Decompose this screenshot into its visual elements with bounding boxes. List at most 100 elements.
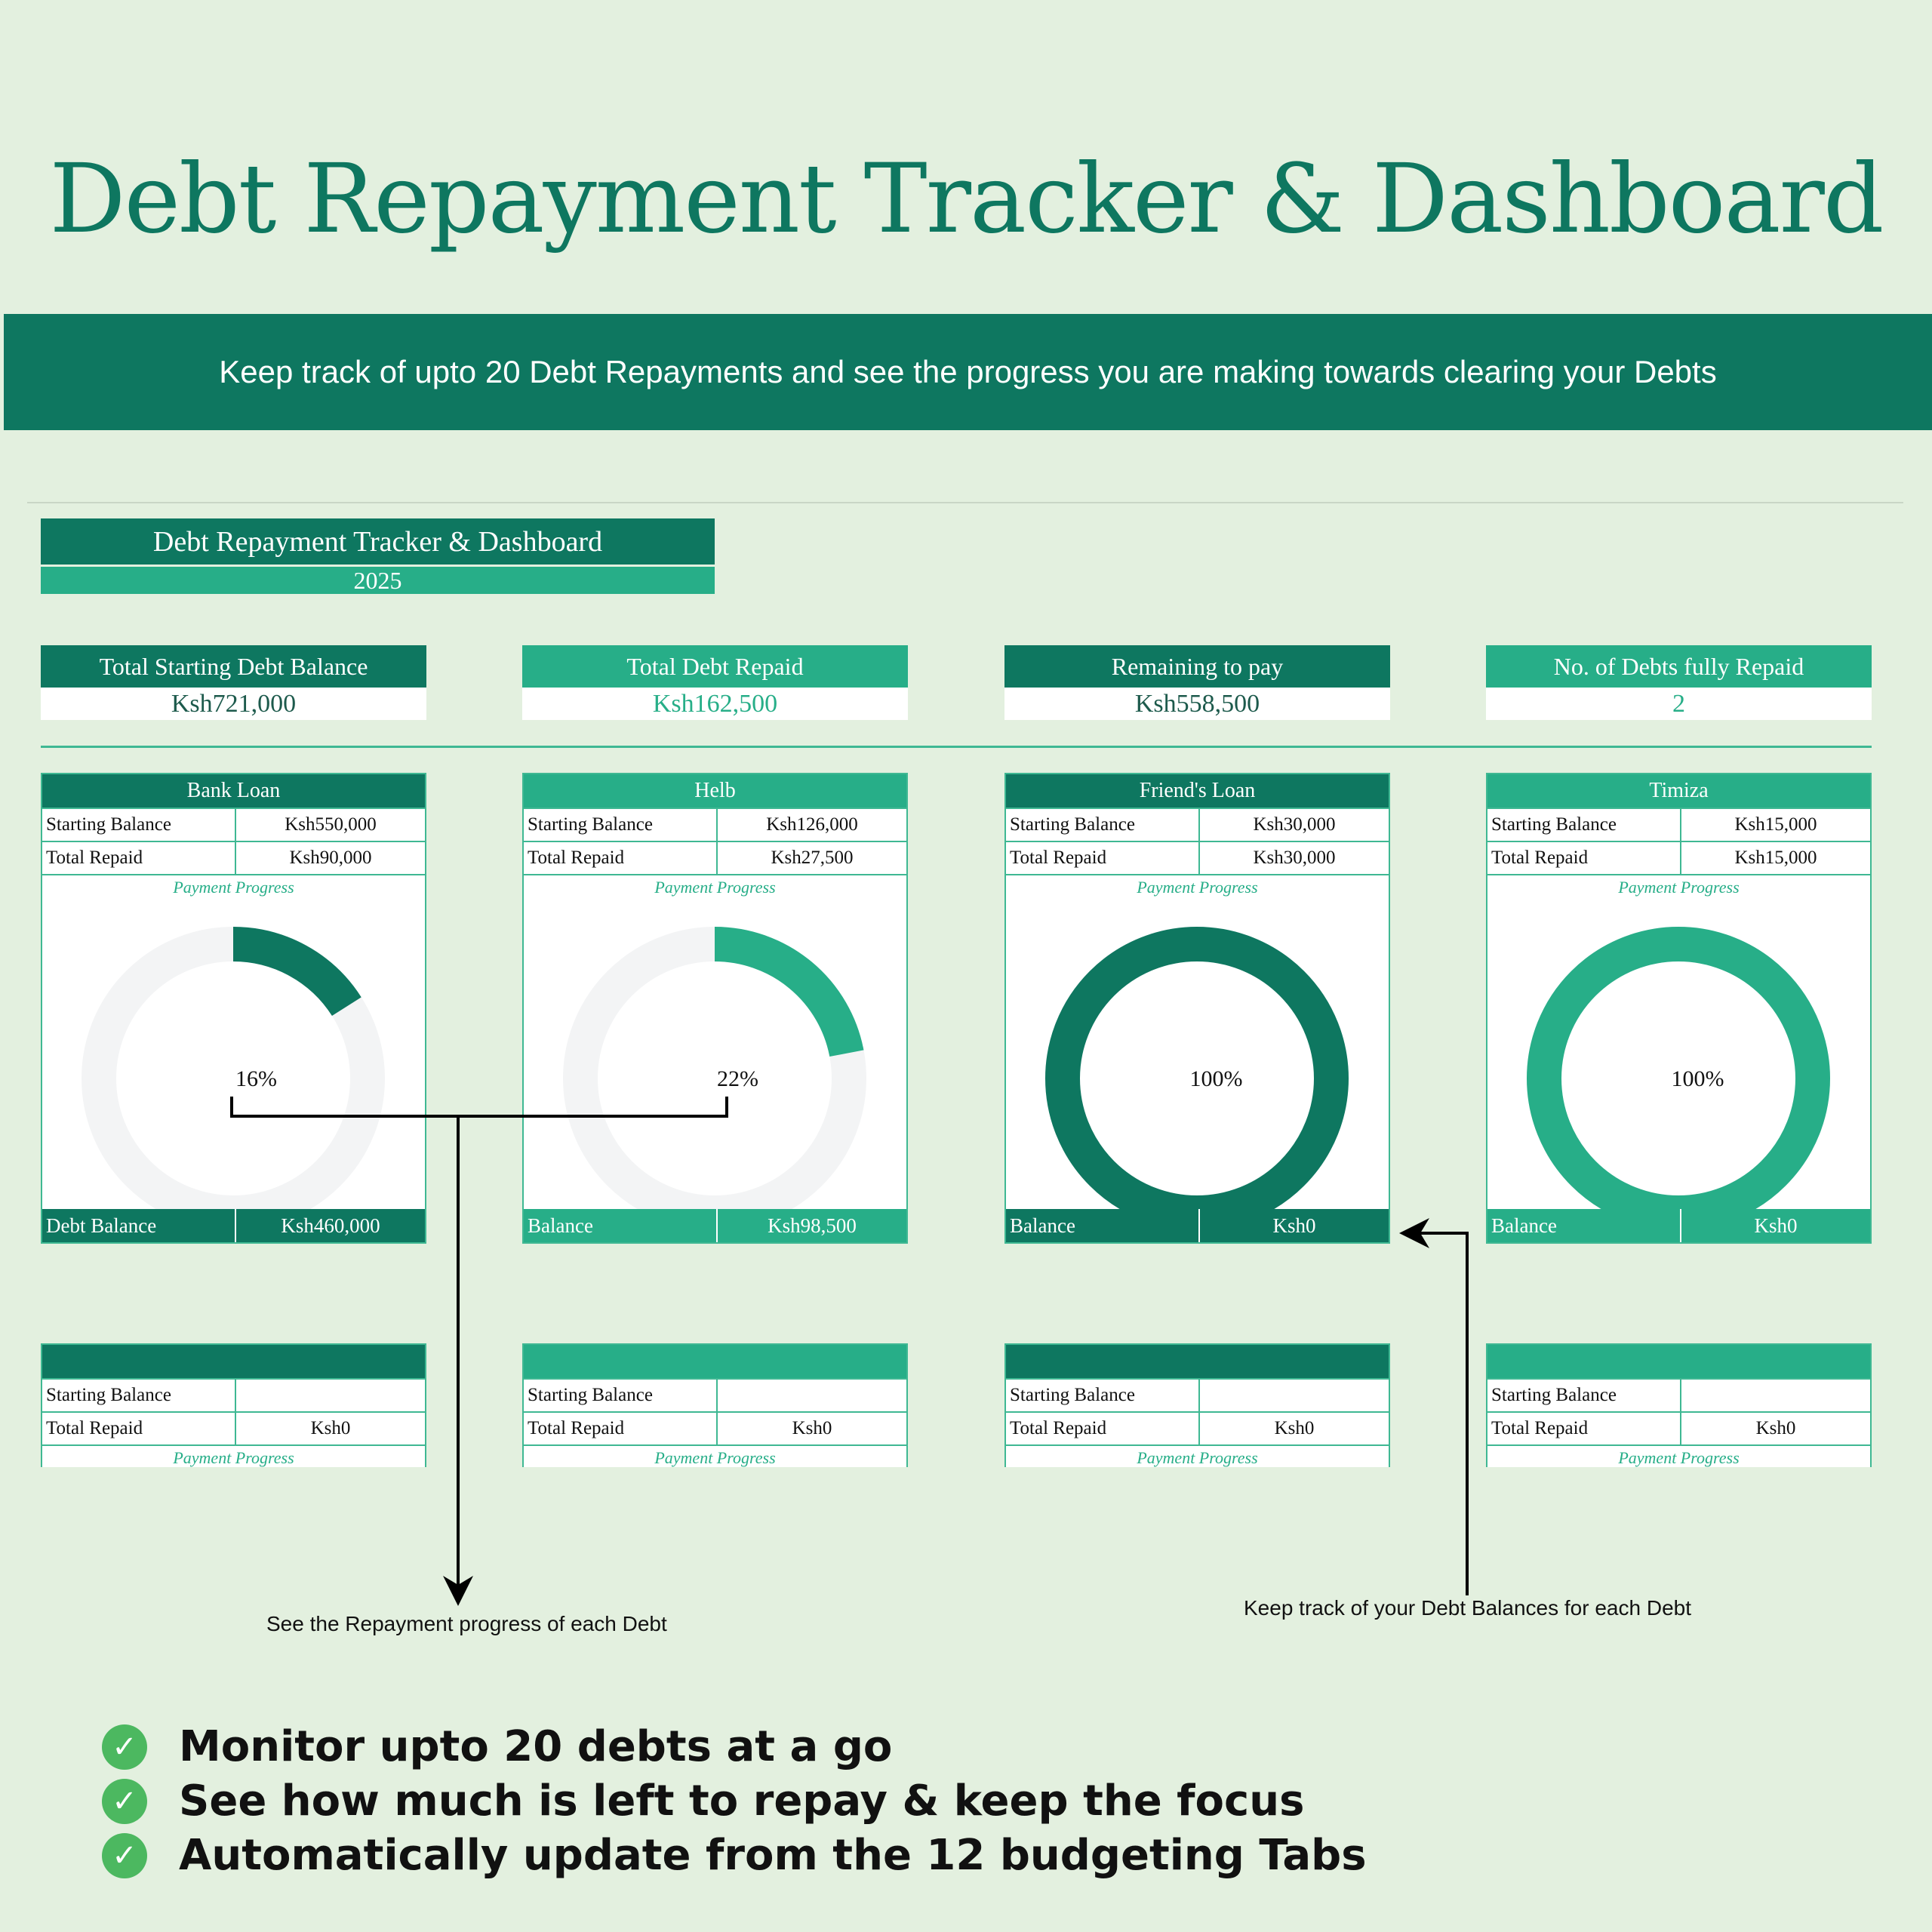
label: Total Repaid	[42, 1413, 236, 1444]
label: Balance	[1487, 1209, 1681, 1242]
starting-balance-row: Starting Balance	[524, 1378, 906, 1411]
payment-progress-label: Payment Progress	[1487, 874, 1870, 897]
label: Starting Balance	[42, 809, 236, 841]
starting-balance-row: Starting Balance	[1006, 1378, 1389, 1411]
starting-balance-row: Starting Balance Ksh30,000	[1006, 808, 1389, 841]
donut-progress	[563, 927, 866, 1209]
value: Ksh0	[1754, 1214, 1798, 1237]
banner: Keep track of upto 20 Debt Repayments an…	[4, 314, 1932, 430]
debt-name	[524, 1345, 906, 1378]
total-repaid-row: Total Repaid Ksh15,000	[1487, 841, 1870, 874]
dashboard-year: 2025	[41, 567, 715, 594]
label: Total Repaid	[42, 842, 236, 874]
progress-percent: 16%	[235, 1066, 277, 1091]
balance-row: Balance Ksh0	[1006, 1209, 1389, 1242]
value: Ksh30,000	[1253, 848, 1336, 868]
value: Ksh460,000	[281, 1214, 380, 1237]
debt-card: Timiza Starting Balance Ksh15,000 Total R…	[1486, 773, 1872, 1244]
payment-progress-label: Payment Progress	[42, 874, 425, 897]
label: Total Repaid	[524, 842, 718, 874]
feature-bullet: ✓ Automatically update from the 12 budget…	[102, 1831, 1367, 1880]
total-repaid-row: Total Repaid Ksh90,000	[42, 841, 425, 874]
debt-name	[1006, 1345, 1389, 1378]
value: Ksh0	[1272, 1214, 1316, 1237]
value: Ksh98,500	[768, 1214, 857, 1237]
total-repaid-row: Total Repaid Ksh0	[524, 1411, 906, 1444]
total-repaid-row: Total Repaid Ksh0	[1487, 1411, 1870, 1444]
total-repaid-row: Total Repaid Ksh30,000	[1006, 841, 1389, 874]
value: Ksh126,000	[766, 814, 858, 835]
debt-name	[1487, 1345, 1870, 1378]
starting-balance-row: Starting Balance Ksh15,000	[1487, 808, 1870, 841]
value: Ksh15,000	[1734, 814, 1817, 835]
progress-donut: 100%	[1487, 897, 1870, 1209]
kpi-total-repaid: Total Debt Repaid Ksh162,500	[522, 645, 908, 720]
label: Debt Balance	[42, 1209, 236, 1242]
progress-percent: 100%	[1189, 1066, 1243, 1091]
label: Total Repaid	[1487, 1413, 1681, 1444]
check-icon: ✓	[102, 1832, 147, 1878]
kpi-value: 2	[1486, 688, 1872, 720]
value: Ksh0	[310, 1418, 351, 1438]
progress-donut: 22%	[524, 897, 906, 1209]
debt-card: Friend's Loan Starting Balance Ksh30,000 …	[1004, 773, 1390, 1244]
value: Ksh0	[792, 1418, 832, 1438]
divider	[41, 746, 1872, 748]
label: Balance	[524, 1209, 718, 1242]
label: Total Repaid	[1006, 842, 1200, 874]
balance-arrow	[1399, 1218, 1469, 1595]
kpi-total-starting: Total Starting Debt Balance Ksh721,000	[41, 645, 426, 720]
debt-name: Helb	[524, 774, 906, 808]
progress-percent: 22%	[717, 1066, 758, 1091]
label: Balance	[1006, 1209, 1200, 1242]
progress-bracket	[230, 1097, 728, 1118]
value: Ksh0	[1755, 1418, 1796, 1438]
bullet-text: Monitor upto 20 debts at a go	[179, 1722, 893, 1771]
donut-progress	[82, 927, 385, 1209]
debt-name: Bank Loan	[42, 774, 425, 808]
check-icon: ✓	[102, 1724, 147, 1770]
starting-balance-row: Starting Balance	[1487, 1378, 1870, 1411]
payment-progress-label: Payment Progress	[1006, 1444, 1389, 1467]
payment-progress-label: Payment Progress	[524, 874, 906, 897]
value: Ksh15,000	[1734, 848, 1817, 868]
label: Total Repaid	[1487, 842, 1681, 874]
payment-progress-label: Payment Progress	[1006, 874, 1389, 897]
annotation-progress: See the Repayment progress of each Debt	[266, 1612, 667, 1635]
progress-donut: 16%	[42, 897, 425, 1209]
feature-bullet: ✓ Monitor upto 20 debts at a go	[102, 1722, 892, 1771]
debt-card-empty: Starting Balance Total Repaid Ksh0 Paymen…	[1486, 1343, 1872, 1467]
kpi-label: Total Debt Repaid	[522, 645, 908, 688]
kpi-value: Ksh162,500	[522, 688, 908, 720]
kpi-remaining: Remaining to pay Ksh558,500	[1004, 645, 1390, 720]
feature-bullet: ✓ See how much is left to repay & keep th…	[102, 1777, 1304, 1826]
value: Ksh27,500	[771, 848, 854, 868]
payment-progress-label: Payment Progress	[42, 1444, 425, 1467]
annotation-balances: Keep track of your Debt Balances for eac…	[1244, 1596, 1691, 1620]
value: Ksh90,000	[289, 848, 372, 868]
starting-balance-row: Starting Balance Ksh126,000	[524, 808, 906, 841]
balance-row: Balance Ksh0	[1487, 1209, 1870, 1242]
total-repaid-row: Total Repaid Ksh0	[42, 1411, 425, 1444]
kpi-fully-repaid: No. of Debts fully Repaid 2	[1486, 645, 1872, 720]
payment-progress-label: Payment Progress	[524, 1444, 906, 1467]
starting-balance-row: Starting Balance Ksh550,000	[42, 808, 425, 841]
kpi-value: Ksh558,500	[1004, 688, 1390, 720]
main-title: Debt Repayment Tracker & Dashboard	[49, 143, 1884, 254]
kpi-label: Remaining to pay	[1004, 645, 1390, 688]
debt-card-empty: Starting Balance Total Repaid Ksh0 Paymen…	[522, 1343, 908, 1467]
debt-card: Bank Loan Starting Balance Ksh550,000 Tot…	[41, 773, 426, 1244]
balance-row: Debt Balance Ksh460,000	[42, 1209, 425, 1242]
dashboard-title: Debt Repayment Tracker & Dashboard	[41, 518, 715, 565]
payment-progress-label: Payment Progress	[1487, 1444, 1870, 1467]
debt-name: Friend's Loan	[1006, 774, 1389, 808]
debt-card: Helb Starting Balance Ksh126,000 Total Re…	[522, 773, 908, 1244]
donut-progress	[1527, 927, 1830, 1209]
kpi-label: Total Starting Debt Balance	[41, 645, 426, 688]
balance-row: Balance Ksh98,500	[524, 1209, 906, 1242]
total-repaid-row: Total Repaid Ksh0	[1006, 1411, 1389, 1444]
label: Starting Balance	[524, 809, 718, 841]
total-repaid-row: Total Repaid Ksh27,500	[524, 841, 906, 874]
bullet-text: Automatically update from the 12 budgeti…	[179, 1831, 1367, 1880]
label: Starting Balance	[1006, 809, 1200, 841]
